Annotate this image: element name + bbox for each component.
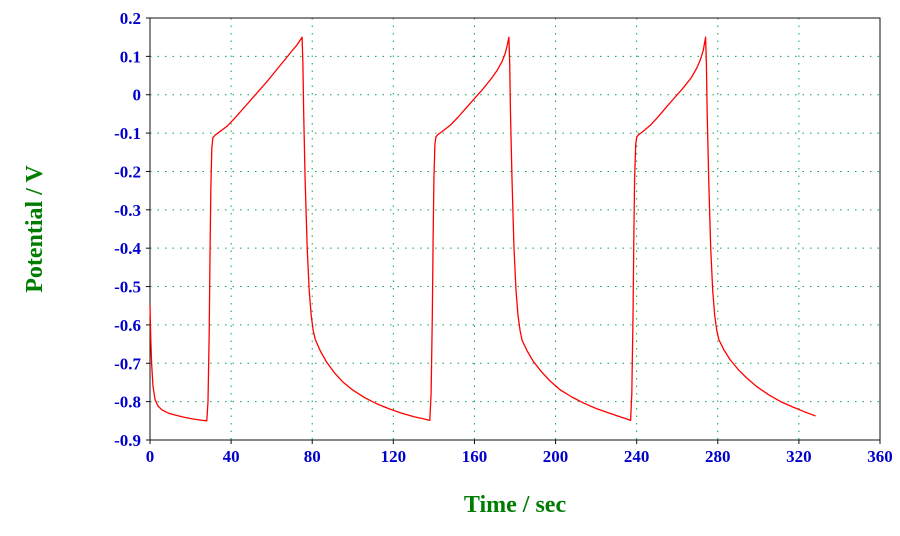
y-tick-label: -0.1	[114, 124, 141, 143]
x-tick-label: 80	[304, 447, 321, 466]
y-tick-label: -0.2	[114, 162, 141, 181]
y-tick-label: 0.2	[120, 9, 141, 28]
y-tick-labels: 0.2 0.1 0 -0.1 -0.2 -0.3 -0.4 -0.5 -0.6 -0.7 -0.8 -…	[114, 9, 141, 450]
y-tick-label: 0.1	[120, 47, 141, 66]
x-tick-label: 240	[624, 447, 650, 466]
x-tick-label: 120	[381, 447, 407, 466]
y-tick-label: -0.8	[114, 393, 141, 412]
x-tick-labels: 0 40 80 120 160 200 240 280 320 360	[146, 447, 893, 466]
y-tick-label: -0.3	[114, 201, 141, 220]
x-tick-label: 360	[867, 447, 893, 466]
axis-ticks	[146, 17, 881, 444]
y-tick-label: -0.4	[114, 239, 141, 258]
x-tick-label: 280	[705, 447, 731, 466]
data-series	[149, 36, 816, 422]
gridlines	[150, 18, 880, 440]
y-tick-label: -0.5	[114, 278, 141, 297]
x-tick-label: 320	[786, 447, 812, 466]
y-tick-label: 0	[133, 86, 142, 105]
x-axis-title: Time / sec	[464, 492, 567, 518]
y-tick-label: -0.6	[114, 316, 141, 335]
series-line-potential	[149, 36, 816, 422]
x-tick-label: 160	[462, 447, 488, 466]
x-tick-label: 200	[543, 447, 569, 466]
y-tick-label: -0.7	[114, 354, 141, 373]
plot-frame	[149, 17, 881, 441]
x-tick-label: 0	[146, 447, 155, 466]
y-axis-title: Potential / V	[22, 165, 48, 293]
x-tick-label: 40	[223, 447, 240, 466]
y-tick-label: -0.9	[114, 431, 141, 450]
